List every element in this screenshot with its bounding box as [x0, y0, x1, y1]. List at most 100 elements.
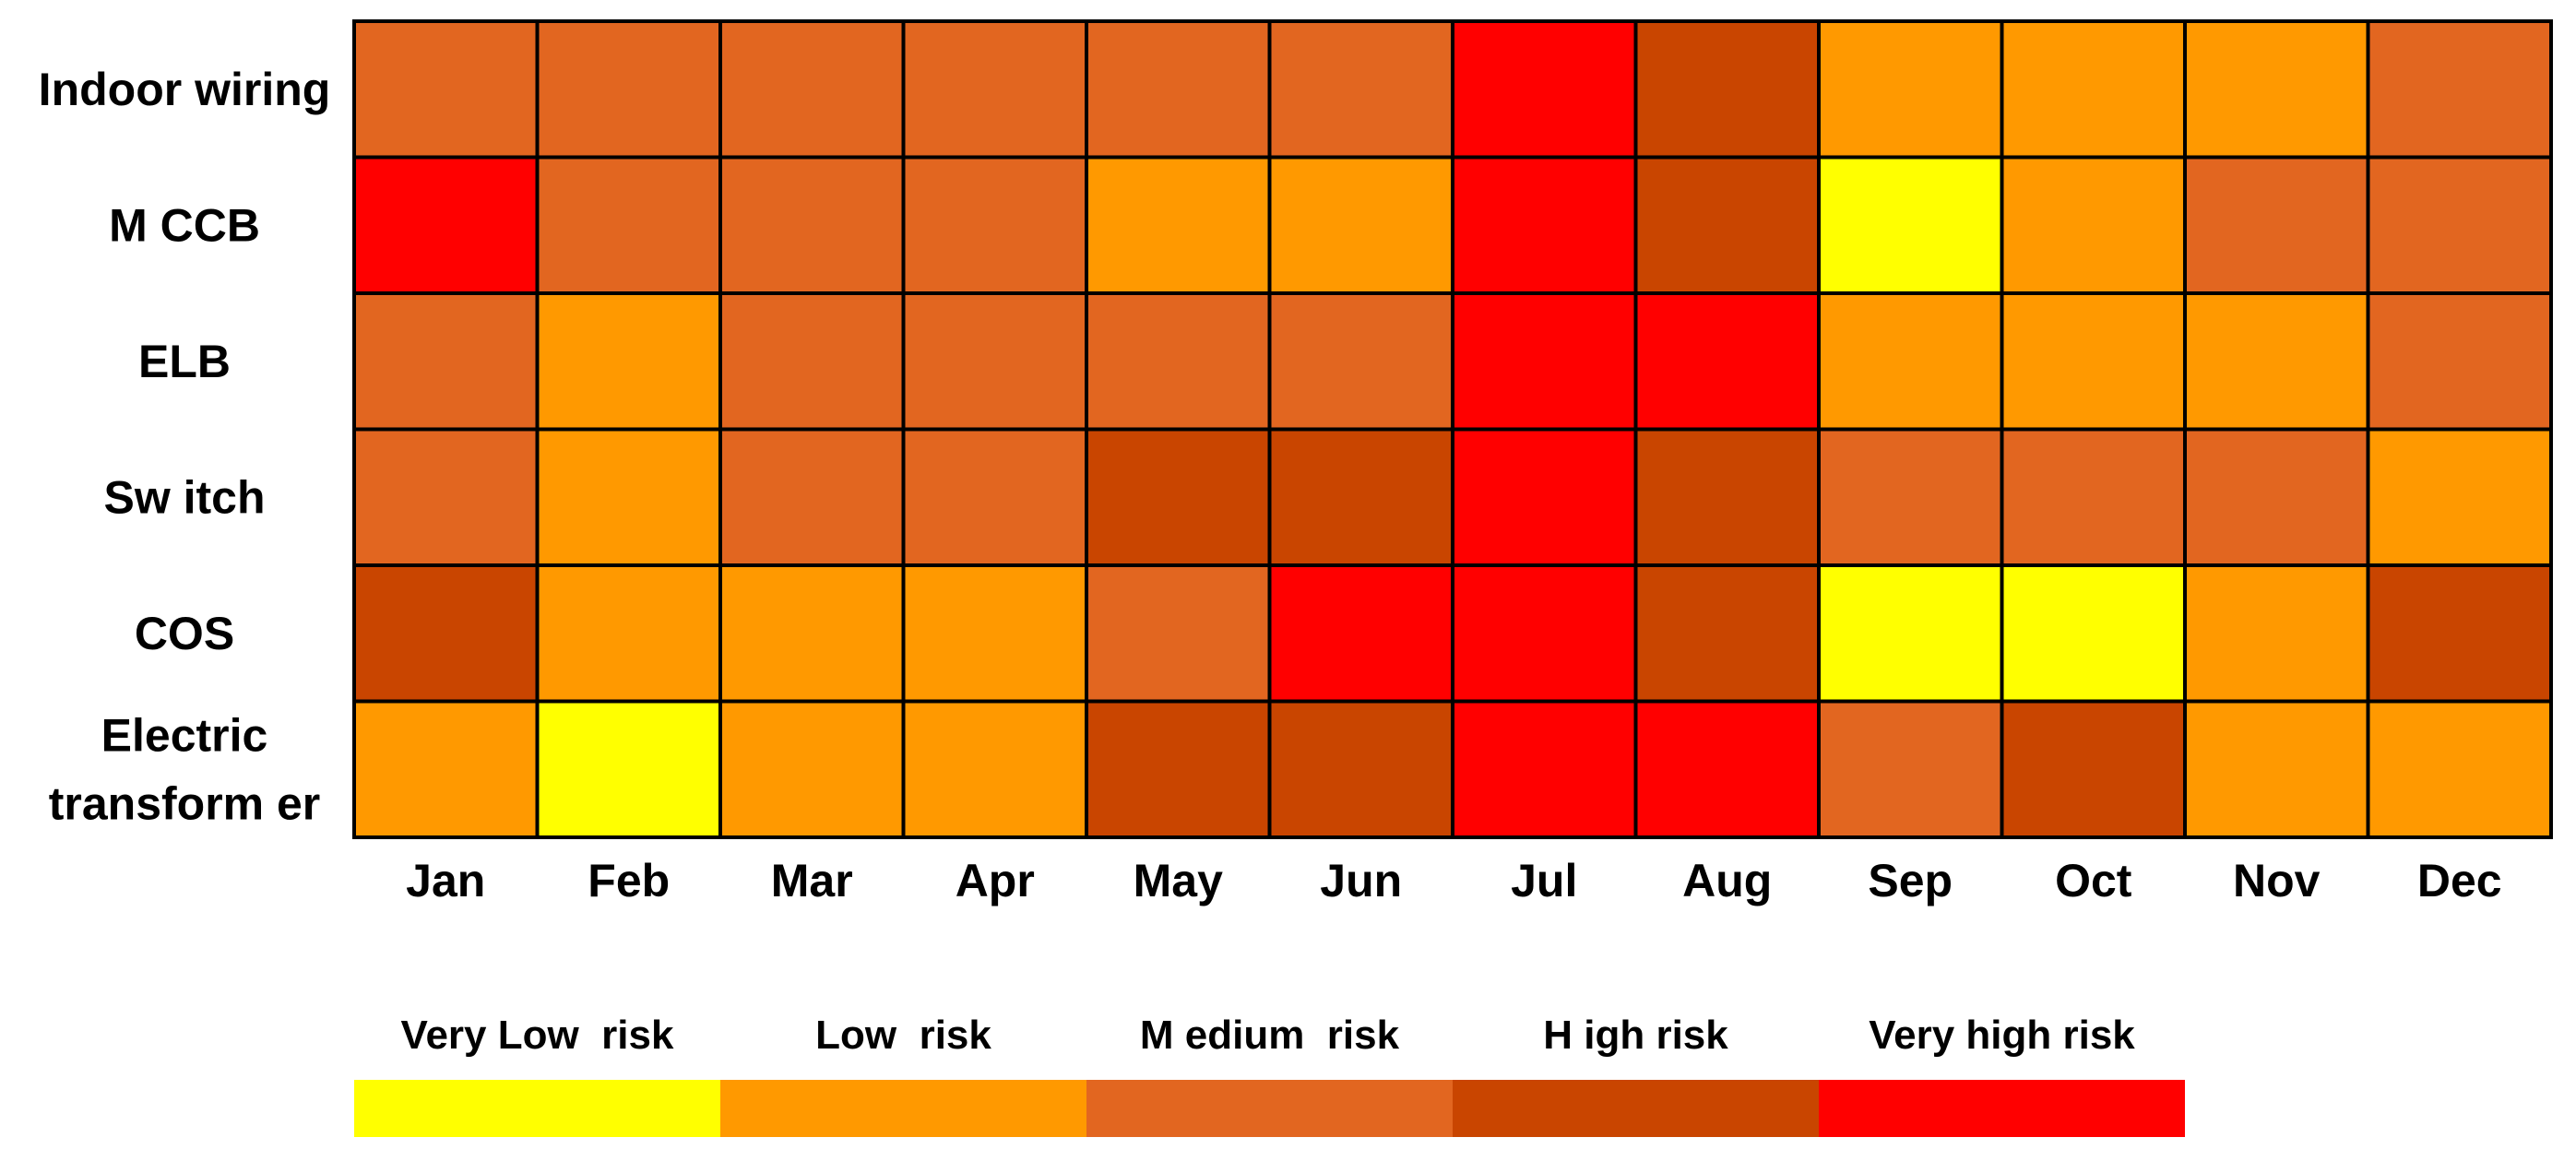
heatmap-cell — [2366, 19, 2553, 160]
heatmap-cell — [1633, 19, 1821, 160]
heatmap-cell — [1633, 563, 1821, 704]
row-label: Indoor wiring — [39, 64, 331, 115]
heatmap-cell — [718, 155, 906, 295]
legend-label: Very Low risk — [401, 1013, 674, 1058]
heatmap-cell — [1267, 19, 1454, 160]
row-label-line: transform er — [49, 777, 321, 829]
legend-label: H igh risk — [1543, 1013, 1728, 1058]
column-label: Aug — [1682, 855, 1772, 906]
heatmap-cell — [1633, 427, 1821, 567]
heatmap-cell — [2000, 427, 2187, 567]
heatmap-cell — [901, 427, 1088, 567]
legend-label: Very high risk — [1869, 1013, 2135, 1058]
heatmap-cell — [1633, 155, 1821, 295]
legend-swatch — [720, 1080, 1086, 1137]
heatmap-cell — [2183, 155, 2370, 295]
heatmap-cell — [1085, 155, 1272, 295]
heatmap-cell — [1817, 291, 2004, 432]
heatmap-cell — [2000, 563, 2187, 704]
heatmap-cell — [535, 291, 722, 432]
heatmap-cell — [352, 427, 540, 567]
heatmap-cell — [901, 563, 1088, 704]
heatmap-cell — [1085, 291, 1272, 432]
heatmap-cell — [2366, 155, 2553, 295]
heatmap-cell — [718, 291, 906, 432]
row-label: COS — [135, 608, 234, 659]
row-label-line: Sw itch — [103, 471, 265, 523]
heatmap-cell — [1085, 563, 1272, 704]
row-label: ELB — [138, 336, 231, 387]
column-label: May — [1134, 855, 1223, 906]
legend-label: M edium risk — [1140, 1013, 1400, 1058]
column-label: Jan — [406, 855, 485, 906]
heatmap-cell — [2000, 19, 2187, 160]
row-label-line: M CCB — [109, 199, 260, 251]
heatmap-cell — [352, 19, 540, 160]
legend-swatch — [354, 1080, 720, 1137]
row-label-line: ELB — [138, 336, 231, 387]
heatmap-cells — [352, 19, 2553, 839]
heatmap-cell — [718, 427, 906, 567]
column-label: Mar — [771, 855, 853, 906]
legend-swatch — [1086, 1080, 1453, 1137]
column-label: Feb — [588, 855, 670, 906]
row-label-line: Indoor wiring — [39, 64, 331, 115]
heatmap-cell — [1267, 699, 1454, 839]
heatmap-cell — [901, 291, 1088, 432]
legend-swatch — [1453, 1080, 1819, 1137]
column-label: Sep — [1868, 855, 1953, 906]
row-label: Electric transform er — [49, 709, 321, 829]
heatmap-cell — [2366, 563, 2553, 704]
heatmap-cell — [718, 563, 906, 704]
column-label: Oct — [2055, 855, 2132, 906]
heatmap-cell — [2183, 427, 2370, 567]
column-label: Dec — [2417, 855, 2502, 906]
heatmap-cell — [1817, 427, 2004, 567]
column-label: Jun — [1320, 855, 1402, 906]
heatmap-cell — [1817, 155, 2004, 295]
heatmap-cell — [2366, 427, 2553, 567]
heatmap-cell — [2000, 291, 2187, 432]
heatmap-cell — [535, 427, 722, 567]
heatmap-cell — [2183, 291, 2370, 432]
heatmap-cell — [1633, 291, 1821, 432]
heatmap-cell — [1085, 427, 1272, 567]
heatmap-cell — [535, 699, 722, 839]
row-label: M CCB — [109, 199, 260, 251]
heatmap-cell — [1817, 699, 2004, 839]
heatmap-cell — [901, 155, 1088, 295]
column-label: Apr — [956, 855, 1035, 906]
heatmap-cell — [1817, 563, 2004, 704]
heatmap-cell — [352, 155, 540, 295]
heatmap-cell — [535, 563, 722, 704]
heatmap-cell — [352, 699, 540, 839]
heatmap-cell — [718, 699, 906, 839]
heatmap-cell — [2000, 699, 2187, 839]
heatmap-cell — [1267, 563, 1454, 704]
heatmap-cell — [2183, 19, 2370, 160]
heatmap-cell — [1451, 19, 1638, 160]
heatmap-cell — [1267, 291, 1454, 432]
heatmap-cell — [2366, 699, 2553, 839]
heatmap-cell — [2183, 563, 2370, 704]
heatmap-cell — [2000, 155, 2187, 295]
heatmap-cell — [1451, 155, 1638, 295]
heatmap-cell — [1451, 563, 1638, 704]
heatmap-cell — [1085, 699, 1272, 839]
heatmap-cell — [1451, 291, 1638, 432]
heatmap-cell — [901, 19, 1088, 160]
row-label-line: Electric — [101, 709, 268, 761]
column-label: Nov — [2233, 855, 2321, 906]
heatmap-cell — [1085, 19, 1272, 160]
heatmap-cell — [1817, 19, 2004, 160]
column-label: Jul — [1511, 855, 1577, 906]
column-labels: Jan Feb Mar Apr May Jun Jul Aug Sep Oct Nov Dec — [406, 855, 2501, 906]
heatmap-cell — [535, 155, 722, 295]
row-labels: Indoor wiring M CCB ELB Sw itch COS Electric t… — [39, 64, 331, 830]
heatmap-cell — [1451, 699, 1638, 839]
heatmap-cell — [352, 291, 540, 432]
row-label: Sw itch — [103, 471, 265, 523]
heatmap-cell — [718, 19, 906, 160]
legend-swatch — [1819, 1080, 2185, 1137]
legend-label: Low risk — [815, 1013, 991, 1058]
